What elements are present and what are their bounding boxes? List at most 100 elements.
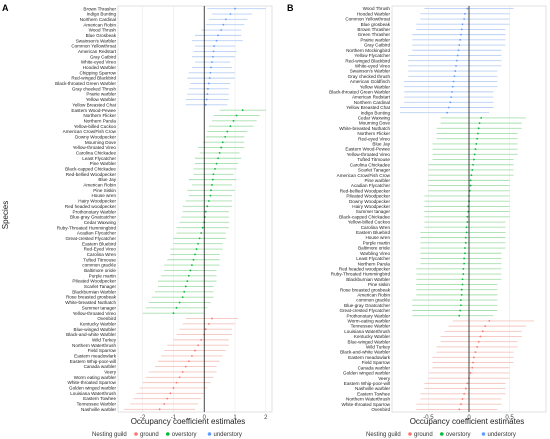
panel-a-legend-swatch-overstory	[166, 432, 170, 436]
panel-b-estimate-point	[457, 49, 460, 52]
panel-a-legend-label-understory: understory	[214, 432, 242, 438]
panel-a-x-tick-label: 1	[233, 415, 237, 421]
panel-a-species-label: White-breasted Nuthatch	[65, 300, 116, 305]
panel-a-species-label: Northern Waterthrush	[72, 343, 116, 348]
panel-b-estimate-point	[461, 398, 464, 400]
panel-b-estimate-point	[463, 18, 466, 20]
panel-b-estimate-point	[449, 101, 452, 104]
panel-a-x-tick-label: -2	[140, 415, 146, 421]
panel-b-species-label: Great-crested Flycatcher	[339, 308, 390, 313]
panel-a-species-label: Blue-winged Warbler	[74, 327, 117, 332]
panel-a-estimate-point	[215, 39, 218, 42]
panel-a-estimate-point	[235, 114, 238, 117]
panel-a-estimate-point	[206, 205, 209, 208]
panel-a-x-tick-label: 2	[264, 415, 268, 421]
panel-a-species-label: Red-Eyed Vireo	[84, 247, 117, 252]
panel-b-species-label: House wren	[365, 235, 390, 240]
panel-a-species-label: American Robin	[83, 22, 116, 27]
panel-b-species-label: Common Yellowthroat	[345, 17, 390, 22]
panel-b-estimate-point	[460, 288, 463, 291]
panel-a-estimate-point	[175, 381, 178, 384]
panel-b-species-label: Wood Thrush	[363, 6, 391, 11]
panel-b-species-label: Red-eyed Vireo	[358, 136, 390, 141]
panel-a-species-label: American Crow/Fish Crow	[63, 129, 117, 134]
panel-b-species-label: Warbling Vireo	[360, 251, 390, 256]
panel-b-species-label: Ruby-Throated Hummingbird	[331, 272, 391, 277]
panel-b-species-label: Carolina Wren	[361, 225, 391, 230]
panel-b-species-label: Carolina Chickadee	[350, 162, 391, 167]
panel-a-species-label: Prothonotary Warbler	[73, 209, 117, 214]
panel-b-species-label: Yellow Breasted Chat	[346, 105, 390, 110]
panel-b-estimate-point	[466, 215, 469, 218]
panel-a-estimate-point	[209, 71, 212, 74]
panel-a-estimate-point	[229, 13, 232, 15]
panel-b-estimate-point	[471, 169, 474, 171]
panel-b-species-label: Red-bellied Woodpecker	[340, 188, 391, 193]
panel-b-species-label: Downy Woodpecker	[349, 199, 390, 204]
panel-a-estimate-point	[224, 18, 227, 21]
panel-a-estimate-point	[163, 403, 166, 405]
panel-a-species-label: Eastern Wood-Pewee	[71, 108, 116, 113]
panel-a-estimate-point	[183, 290, 186, 293]
panel-b-estimate-point	[454, 70, 457, 72]
panel-a-estimate-point	[169, 392, 172, 395]
panel-b-estimate-point	[465, 226, 468, 229]
panel-b-estimate-point	[460, 293, 463, 296]
panel-a-estimate-point	[211, 61, 213, 63]
panel-b-species-label: Rose breasted grosbeak	[340, 287, 391, 292]
panel-b-species-label: Black-and-white Warbler	[340, 350, 390, 355]
panel-a-species-label: Pine Warbler	[90, 161, 117, 166]
panel-b-estimate-point	[464, 241, 467, 244]
panel-b-species-label: common grackle	[356, 298, 390, 303]
panel-b-species-label: Brown Thrasher	[357, 27, 390, 32]
panel-b-legend-swatch-understory	[481, 432, 486, 436]
panel-b-species-label: Ovenbird	[371, 407, 390, 412]
panel-b-species-label: Red-winged Blackbird	[345, 58, 390, 63]
panel-a-species-label: Rose breasted grosbeak	[66, 295, 117, 300]
panel-a-legend-label-overstory: overstory	[172, 432, 197, 438]
panel-a-species-label: Hairy Woodpecker	[78, 199, 116, 204]
panel-b-estimate-point	[462, 273, 465, 275]
panel-b-species-label: Eastern Wood-Pewee	[345, 147, 390, 152]
panel-b-legend-label-ground: ground	[414, 432, 433, 438]
panel-a-estimate-point	[232, 119, 235, 122]
panel-a-estimate-point	[222, 23, 225, 26]
panel-a-estimate-point	[178, 376, 181, 379]
panel-a-estimate-point	[181, 371, 184, 373]
panel-b-estimate-point	[450, 96, 453, 98]
panel-a-species-label: Swainson's Warbler	[76, 38, 117, 43]
panel-b-species-label: Golden winged warbler	[343, 371, 390, 376]
panel-a-species-label: Yellow Warbler	[86, 97, 117, 102]
panel-b-species-label: Hairy Woodpecker	[352, 204, 390, 209]
panel-a-y-axis-title: Species	[1, 201, 10, 229]
panel-a-estimate-point	[181, 296, 184, 299]
panel-b-legend-swatch-overstory	[440, 432, 444, 436]
panel-b-species-label: Gray checked thrush	[348, 74, 391, 79]
panel-a-estimate-point	[211, 55, 214, 58]
panel-b-estimate-point	[459, 304, 462, 307]
panel-a-species-label: Field Sparrow	[88, 348, 117, 353]
panel-a-estimate-point	[211, 178, 214, 181]
panel-b-species-label: Northern Flicker	[357, 131, 390, 136]
panel-b-estimate-point	[461, 278, 464, 281]
panel-a-estimate-point	[205, 98, 208, 101]
panel-b-estimate-point	[459, 403, 462, 406]
panel-a-estimate-point	[200, 232, 203, 234]
panel-a-estimate-point	[166, 397, 169, 400]
panel-b-legend-label-understory: understory	[488, 432, 516, 438]
panel-a-species-label: American Redstart	[78, 49, 117, 54]
panel-a-estimate-point	[187, 360, 190, 363]
panel-a-estimate-point	[215, 162, 218, 165]
panel-b-estimate-point	[466, 7, 469, 10]
panel-a-estimate-point	[221, 141, 224, 144]
panel-b-estimate-point	[471, 366, 474, 369]
panel-a-species-label: Northern Parula	[84, 118, 117, 123]
panel-b-species-label: Tennessee Warbler	[351, 324, 391, 329]
panel-b-estimate-point	[469, 179, 472, 182]
panel-b-species-label: Wild Turkey	[366, 345, 391, 350]
panel-b-estimate-point	[476, 137, 479, 140]
panel-b-estimate-point	[455, 59, 458, 62]
panel-b-species-label: Yellow-billed Cuckoo	[348, 220, 391, 225]
panel-a-species-label: Hooded Warbler	[83, 65, 117, 70]
